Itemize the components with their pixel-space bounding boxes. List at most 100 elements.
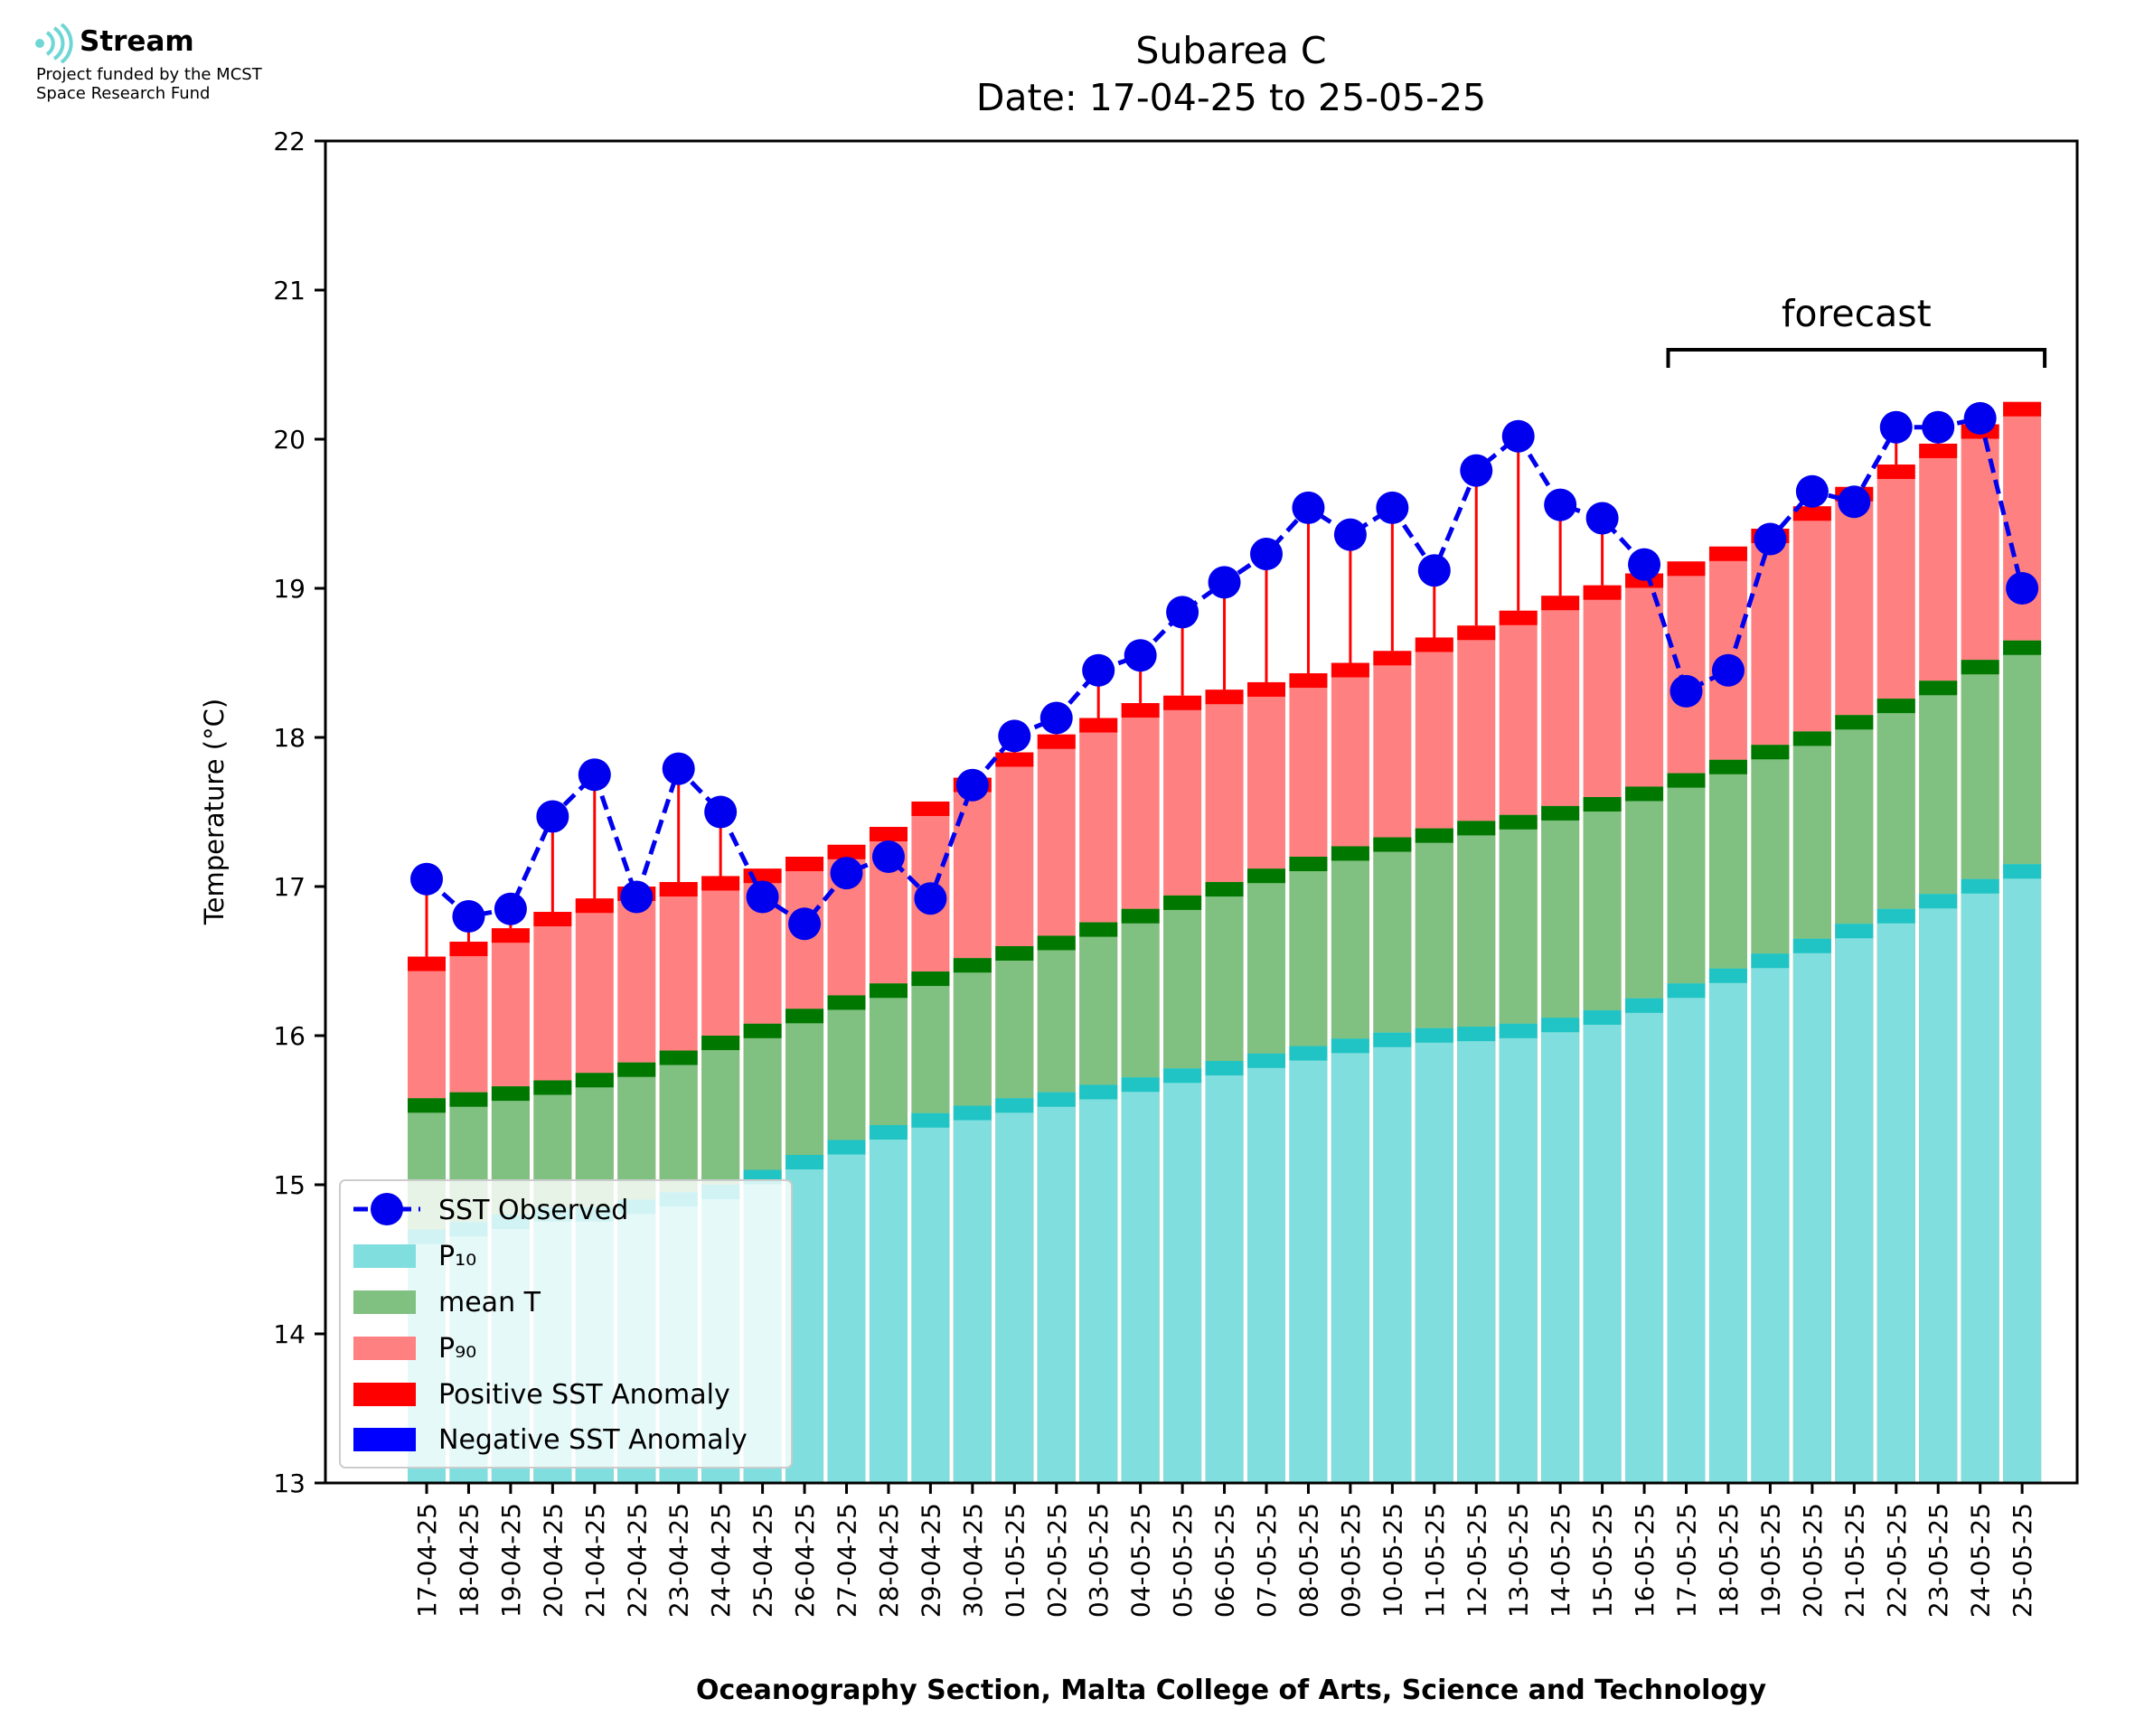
mean-t-cap	[449, 1092, 488, 1107]
p10-cap	[1961, 878, 1999, 894]
mean-t-cap	[1961, 660, 1999, 675]
p10-bar	[1667, 983, 1706, 1483]
mean-t-cap	[1541, 805, 1580, 821]
p10-bar	[1877, 908, 1915, 1483]
mean-t-cap	[1667, 773, 1706, 788]
sst-observed-point	[1250, 538, 1283, 571]
p10-bar	[1457, 1027, 1496, 1483]
y-tick-label: 18	[273, 723, 306, 753]
p90-cap	[659, 882, 698, 897]
mean-t-cap	[659, 1050, 698, 1065]
forecast-bracket-line	[1666, 348, 2047, 368]
mean-t-cap	[869, 983, 908, 999]
sst-observed-point	[662, 752, 695, 785]
sst-observed-point	[578, 758, 611, 792]
p90-cap	[533, 912, 572, 927]
mean-t-cap	[911, 971, 950, 987]
p10-bar	[827, 1140, 866, 1483]
sst-observed-point	[1292, 491, 1325, 524]
x-tick-label: 22-05-25	[1882, 1503, 1912, 1618]
p10-cap	[827, 1140, 866, 1155]
mean-t-cap	[533, 1080, 572, 1095]
stream-logo: Stream Project funded by the MCST Space …	[33, 23, 262, 103]
mean-t-cap	[827, 995, 866, 1010]
p10-bar	[1541, 1018, 1580, 1483]
p90-cap	[1583, 585, 1622, 600]
p10-cap	[869, 1125, 908, 1140]
p90-cap	[869, 827, 908, 841]
y-tick-label: 13	[273, 1469, 306, 1498]
x-tick-label: 27-04-25	[832, 1503, 862, 1618]
chart-title: Subarea C	[1135, 29, 1326, 72]
legend-mean-swatch	[353, 1290, 416, 1314]
p90-cap	[1331, 662, 1369, 678]
p90-cap	[1289, 673, 1328, 689]
stream-wave-icon	[35, 23, 73, 64]
p10-bar	[1037, 1092, 1076, 1483]
x-axis-label: Oceanography Section, Malta College of A…	[696, 1675, 1767, 1706]
p10-cap	[1877, 908, 1915, 924]
x-tick-label: 11-05-25	[1420, 1503, 1450, 1618]
sst-observed-point	[1879, 410, 1913, 444]
sst-observed-point	[452, 900, 485, 933]
p10-bar	[1331, 1038, 1369, 1483]
x-tick-label: 24-05-25	[1966, 1503, 1996, 1618]
legend-sst-marker	[371, 1193, 403, 1225]
p10-bar	[1708, 968, 1747, 1483]
x-tick-label: 30-04-25	[958, 1503, 988, 1618]
p90-cap	[1205, 690, 1244, 705]
sst-observed-point	[1333, 518, 1367, 551]
x-tick-label: 03-05-25	[1084, 1503, 1114, 1618]
mean-t-cap	[743, 1023, 782, 1038]
x-tick-label: 12-05-25	[1462, 1503, 1491, 1618]
x-tick-label: 20-05-25	[1798, 1503, 1828, 1618]
legend-negative-label: Negative SST Anomaly	[438, 1424, 748, 1456]
sst-observed-point	[1417, 554, 1451, 587]
y-axis-label: Temperature (°C)	[199, 699, 230, 925]
x-tick-label: 05-05-25	[1168, 1503, 1198, 1618]
p10-bar	[1289, 1046, 1328, 1483]
mean-t-cap	[1331, 846, 1369, 861]
x-tick-label: 25-05-25	[2008, 1503, 2037, 1618]
y-tick-label: 16	[273, 1021, 306, 1051]
x-tick-label: 18-04-25	[454, 1503, 484, 1618]
p90-cap	[449, 942, 488, 957]
sst-observed-point	[2006, 572, 2039, 605]
x-tick-label: 17-04-25	[412, 1503, 442, 1618]
x-tick-label: 21-04-25	[580, 1503, 610, 1618]
sst-observed-point	[1544, 488, 1577, 521]
p10-cap	[1919, 894, 1958, 909]
x-tick-label: 28-04-25	[874, 1503, 904, 1618]
y-tick-label: 17	[273, 872, 306, 902]
mean-t-cap	[491, 1086, 530, 1102]
p90-cap	[701, 876, 740, 891]
p10-bar	[869, 1125, 908, 1483]
sst-observed-point	[871, 840, 905, 873]
sst-observed-point	[1795, 474, 1829, 508]
p10-cap	[1583, 1009, 1622, 1025]
legend-mean-label: mean T	[438, 1287, 541, 1318]
p90-cap	[575, 898, 614, 914]
p10-cap	[1835, 924, 1874, 939]
mean-t-cap	[1792, 731, 1831, 746]
mean-t-cap	[701, 1036, 740, 1050]
legend-positive-label: Positive SST Anomaly	[438, 1379, 730, 1411]
p10-bar	[1583, 1009, 1622, 1483]
sst-observed-point	[830, 857, 863, 890]
legend-p10-label: P₁₀	[438, 1241, 476, 1272]
legend-p10-swatch	[353, 1244, 416, 1268]
p10-bar	[911, 1112, 950, 1483]
sst-observed-point	[1922, 410, 1955, 444]
p90-cap	[1163, 695, 1202, 710]
p90-cap	[1121, 703, 1160, 718]
mean-t-cap	[408, 1098, 446, 1113]
legend-sst-label: SST Observed	[438, 1195, 628, 1226]
p90-cap	[1415, 637, 1453, 652]
p10-cap	[1708, 968, 1747, 983]
y-tick-label: 21	[273, 276, 306, 305]
mean-t-cap	[575, 1073, 614, 1088]
x-tick-label: 23-05-25	[1924, 1503, 1953, 1618]
sst-line-layer	[410, 401, 2039, 941]
p90-cap	[408, 956, 446, 971]
